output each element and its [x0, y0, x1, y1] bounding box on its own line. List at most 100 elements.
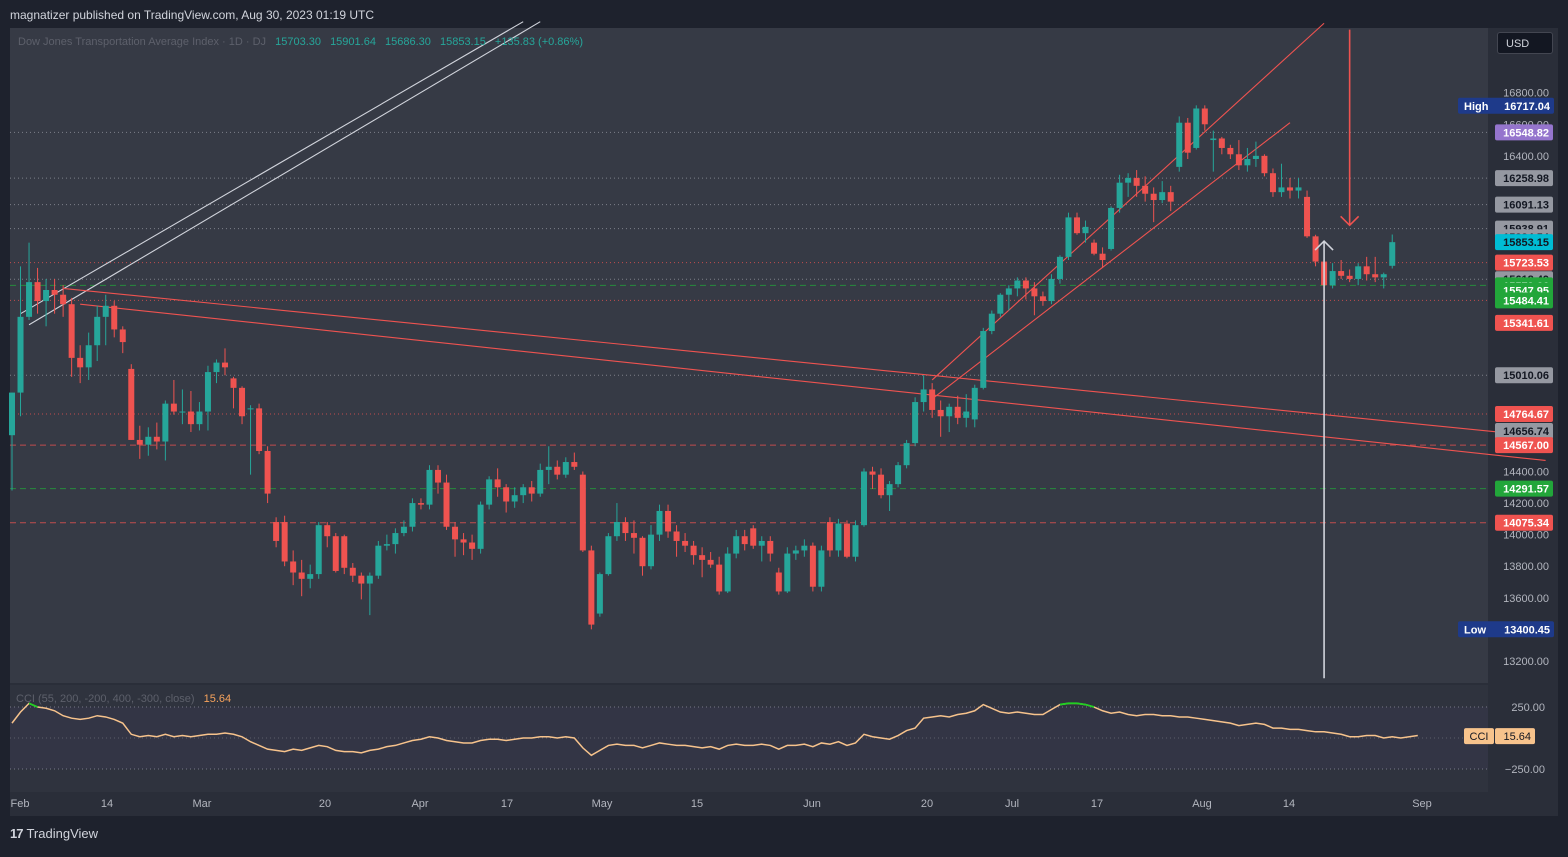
candle-body — [579, 474, 586, 551]
price-label-value: 16091.13 — [1503, 200, 1549, 212]
legend-low: 15686.30 — [385, 36, 431, 48]
time-tick-label: Aug — [1192, 798, 1212, 810]
candle-body — [963, 411, 970, 418]
symbol-name[interactable]: Dow Jones Transportation Average Index ·… — [18, 36, 267, 48]
price-tick-label: 14000.00 — [1503, 530, 1549, 542]
candle-body — [204, 372, 211, 412]
horizontal-levels — [10, 131, 1488, 524]
candle-body — [94, 316, 101, 346]
price-label-bg — [1495, 196, 1553, 213]
candle-body — [1048, 278, 1055, 302]
candle-body — [1039, 296, 1046, 302]
price-tick-label: 13800.00 — [1503, 561, 1549, 573]
time-tick-label: Jul — [1005, 798, 1019, 810]
price-label-bg — [1495, 405, 1553, 422]
candle-body — [1133, 177, 1140, 186]
candle-body — [920, 389, 927, 403]
legend-close: 15853.15 — [439, 36, 486, 48]
candle-body — [1295, 187, 1302, 191]
candle-body — [273, 522, 280, 541]
candle-body — [102, 305, 109, 317]
candle-body — [707, 559, 714, 565]
low-label-bg — [1458, 621, 1554, 638]
currency-button[interactable]: USD — [1497, 32, 1553, 54]
candle-body — [1235, 154, 1242, 166]
candle-body — [520, 487, 527, 496]
candle-body — [1338, 271, 1345, 276]
time-tick-label: 17 — [501, 798, 513, 810]
legend-high: 15901.64 — [330, 36, 376, 48]
candle-body — [1380, 274, 1387, 278]
candle-body — [392, 533, 399, 545]
candle-body — [1031, 288, 1038, 297]
price-label-bg — [1495, 314, 1553, 331]
candle-body — [861, 471, 867, 526]
candle-body — [622, 522, 629, 534]
candle-body — [613, 522, 620, 537]
candle-body — [1218, 138, 1225, 148]
candle-body — [554, 466, 561, 475]
candle-body — [1355, 266, 1362, 279]
candle-body — [1304, 196, 1311, 237]
trendline — [931, 122, 1291, 400]
candle-body — [784, 553, 791, 592]
candles — [9, 105, 1396, 630]
candle-body — [43, 290, 50, 302]
candle-body — [1142, 185, 1149, 194]
trendline — [931, 22, 1325, 381]
price-label-value: 15010.06 — [1503, 370, 1549, 382]
candle-body — [162, 403, 169, 442]
price-tick-label: 14200.00 — [1503, 498, 1549, 510]
cci-pane-background — [10, 685, 1488, 792]
candle-body — [60, 294, 67, 305]
candle-body — [537, 469, 544, 494]
candle-body — [196, 411, 203, 425]
candle-body — [358, 575, 365, 584]
candle-body — [477, 504, 484, 549]
arrows[interactable] — [1314, 29, 1360, 679]
published-caption: magnatizer published on TradingView.com,… — [10, 8, 375, 22]
candle-body — [452, 526, 459, 540]
candle-body — [17, 316, 24, 393]
candle-body — [170, 403, 177, 412]
candle-body — [119, 329, 126, 343]
candle-body — [256, 408, 263, 451]
price-label-value: 14567.00 — [1503, 440, 1549, 452]
candle-body — [290, 561, 297, 573]
candle-body — [648, 534, 654, 567]
candle-body — [247, 408, 254, 410]
candle-body — [222, 362, 228, 368]
price-axis-ticks: 16800.0016600.0016400.0014400.0014200.00… — [1503, 88, 1549, 668]
candle-body — [426, 469, 433, 505]
cci-name[interactable]: CCI (55, 200, -200, 400, -300, close) — [16, 693, 195, 705]
time-tick-label: Sep — [1412, 798, 1432, 810]
price-label-value: 16258.98 — [1503, 173, 1549, 185]
price-label-bg — [1495, 437, 1553, 454]
candle-body — [469, 542, 476, 549]
tradingview-logo-text: TradingView — [26, 826, 99, 841]
time-tick-label: May — [592, 798, 613, 810]
trendlines[interactable] — [20, 21, 1546, 462]
price-label-value: 16548.82 — [1503, 127, 1549, 139]
candle-body — [767, 540, 774, 554]
candle-body — [562, 462, 569, 475]
price-labels: High16717.0416548.8216258.9816091.131593… — [1458, 97, 1554, 638]
candle-body — [630, 533, 637, 538]
candle-body — [1287, 187, 1293, 191]
candle-body — [1091, 242, 1098, 254]
candle-body — [895, 465, 902, 485]
candle-body — [281, 522, 288, 562]
candle-body — [1108, 207, 1115, 249]
candle-body — [665, 510, 672, 532]
symbol-legend: Dow Jones Transportation Average Index ·… — [18, 36, 583, 48]
candle-body — [903, 443, 910, 466]
candle-body — [997, 294, 1004, 314]
candle-body — [758, 540, 765, 546]
tradingview-logo[interactable]: 17 TradingView — [10, 826, 98, 841]
candle-body — [1193, 108, 1200, 148]
high-label-value: 16717.04 — [1504, 101, 1551, 113]
trendline — [28, 21, 541, 326]
time-tick-label: 14 — [101, 798, 113, 810]
